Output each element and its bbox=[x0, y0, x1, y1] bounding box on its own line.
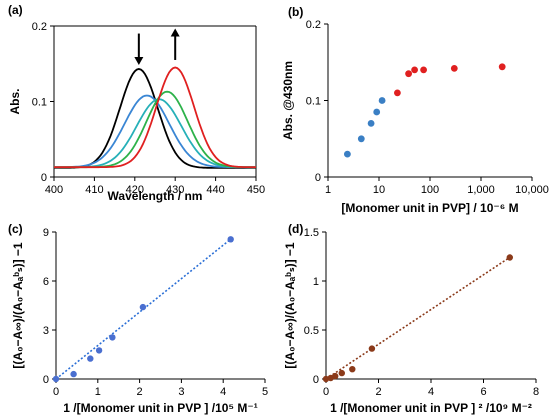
data-point bbox=[373, 108, 381, 116]
panel-label: (d) bbox=[288, 222, 303, 236]
x-axis-label: Wavelength / nm bbox=[108, 189, 203, 203]
data-point bbox=[506, 254, 513, 261]
x-tick-label: 420 bbox=[126, 184, 144, 196]
data-point bbox=[411, 66, 418, 74]
y-tick-label: 1.5 bbox=[304, 227, 319, 239]
x-tick-label: 8 bbox=[533, 386, 539, 398]
data-point bbox=[349, 366, 356, 373]
x-tick-label: 410 bbox=[85, 184, 103, 196]
y-tick-label: 0 bbox=[313, 374, 319, 386]
y-axis-label: Abs. bbox=[8, 88, 22, 114]
data-point bbox=[52, 375, 60, 383]
data-point bbox=[338, 369, 345, 377]
x-tick-label: 100 bbox=[421, 184, 439, 196]
spectrum-line bbox=[54, 68, 256, 169]
data-point bbox=[109, 334, 116, 341]
data-point bbox=[227, 236, 234, 243]
panel-a-spectra: 400 410 420 430 440 450 0 0.1 0.2 Wavelength / nm… bbox=[8, 3, 265, 203]
x-tick-label: 5 bbox=[262, 386, 268, 398]
x-tick-label: 2 bbox=[137, 386, 143, 398]
x-tick-label: 2 bbox=[375, 386, 381, 398]
panel-label: (a) bbox=[8, 3, 23, 17]
x-axis-label: 1 /[Monomer unit in PVP ] /10⁵ M⁻¹ bbox=[63, 401, 257, 415]
x-tick-label: 430 bbox=[166, 184, 184, 196]
x-tick-label: 10,000 bbox=[515, 184, 549, 196]
x-tick-label: 0 bbox=[323, 386, 329, 398]
panel-c-benesi-hildebrand-linear: 0 1 2 3 4 5 0 3 6 9 1 /[Monomer unit in PVP ] /10⁵… bbox=[8, 222, 268, 415]
x-axis-label: 1 /[Monomer unit in PVP ] ² /10⁹ M⁻² bbox=[330, 401, 532, 415]
x-tick-label: 400 bbox=[45, 184, 63, 196]
panel-d-benesi-hildebrand-squared: 0 2 4 6 8 0 0.5 1 1.5 1 /[Monomer unit in PVP ] ²… bbox=[283, 222, 539, 415]
y-tick-label: 0.2 bbox=[306, 19, 321, 31]
x-tick-label: 4 bbox=[428, 386, 434, 398]
data-point bbox=[344, 150, 351, 158]
panel-label: (c) bbox=[8, 222, 23, 236]
y-axis-label: [(A₀−A∞)/(A₀−Aₐᵇₛ)] −1 bbox=[11, 242, 25, 368]
data-point bbox=[405, 70, 412, 78]
data-point bbox=[139, 303, 147, 311]
x-tick-label: 450 bbox=[247, 184, 265, 196]
panel-b-absorbance-vs-concentration: 1 10 100 1,000 10,000 0 0.1 0.2 [Monomer unit in… bbox=[281, 5, 549, 215]
data-point bbox=[450, 65, 458, 72]
arrow-down-head bbox=[134, 56, 144, 65]
spectrum-line bbox=[54, 66, 256, 169]
y-axis-label: Abs. @430nm bbox=[281, 61, 295, 140]
data-point bbox=[70, 370, 77, 378]
y-tick-label: 0.5 bbox=[304, 325, 319, 337]
x-tick-label: 4 bbox=[220, 386, 226, 398]
x-tick-label: 1,000 bbox=[467, 184, 495, 196]
y-tick-label: 0 bbox=[315, 172, 321, 184]
spectrum-line bbox=[54, 94, 256, 169]
data-point bbox=[95, 347, 103, 354]
spectrum-line bbox=[54, 90, 256, 169]
data-point bbox=[332, 372, 339, 380]
y-tick-label: 1 bbox=[313, 276, 319, 288]
y-tick-label: 0.1 bbox=[32, 97, 47, 109]
y-tick-label: 0 bbox=[43, 374, 49, 386]
x-tick-label: 3 bbox=[178, 386, 184, 398]
y-tick-label: 6 bbox=[43, 276, 49, 288]
x-tick-label: 0 bbox=[53, 386, 59, 398]
x-tick-label: 1 bbox=[95, 386, 101, 398]
data-point bbox=[498, 63, 506, 71]
y-tick-label: 0.2 bbox=[32, 21, 47, 33]
arrow-up-head bbox=[170, 28, 180, 37]
x-tick-label: 10 bbox=[373, 184, 385, 196]
panel-label: (b) bbox=[288, 5, 303, 19]
data-point bbox=[378, 97, 386, 104]
data-point bbox=[87, 355, 94, 362]
data-point bbox=[394, 89, 401, 97]
data-point bbox=[368, 345, 376, 352]
x-axis-label: [Monomer unit in PVP] / 10⁻⁶ M bbox=[341, 201, 518, 215]
fit-line bbox=[325, 255, 512, 380]
y-tick-label: 3 bbox=[43, 325, 49, 337]
x-tick-label: 440 bbox=[206, 184, 224, 196]
data-point bbox=[357, 135, 365, 143]
data-point bbox=[420, 66, 427, 74]
x-tick-label: 6 bbox=[480, 386, 486, 398]
y-tick-label: 0.1 bbox=[306, 96, 321, 108]
data-point bbox=[367, 120, 375, 127]
x-tick-label: 1 bbox=[325, 184, 331, 196]
y-tick-label: 9 bbox=[43, 227, 49, 239]
y-axis-label: [(A₀−A∞)/(A₀−Aₐᵇₛ)] −1 bbox=[283, 242, 297, 368]
y-tick-label: 0 bbox=[41, 172, 47, 184]
